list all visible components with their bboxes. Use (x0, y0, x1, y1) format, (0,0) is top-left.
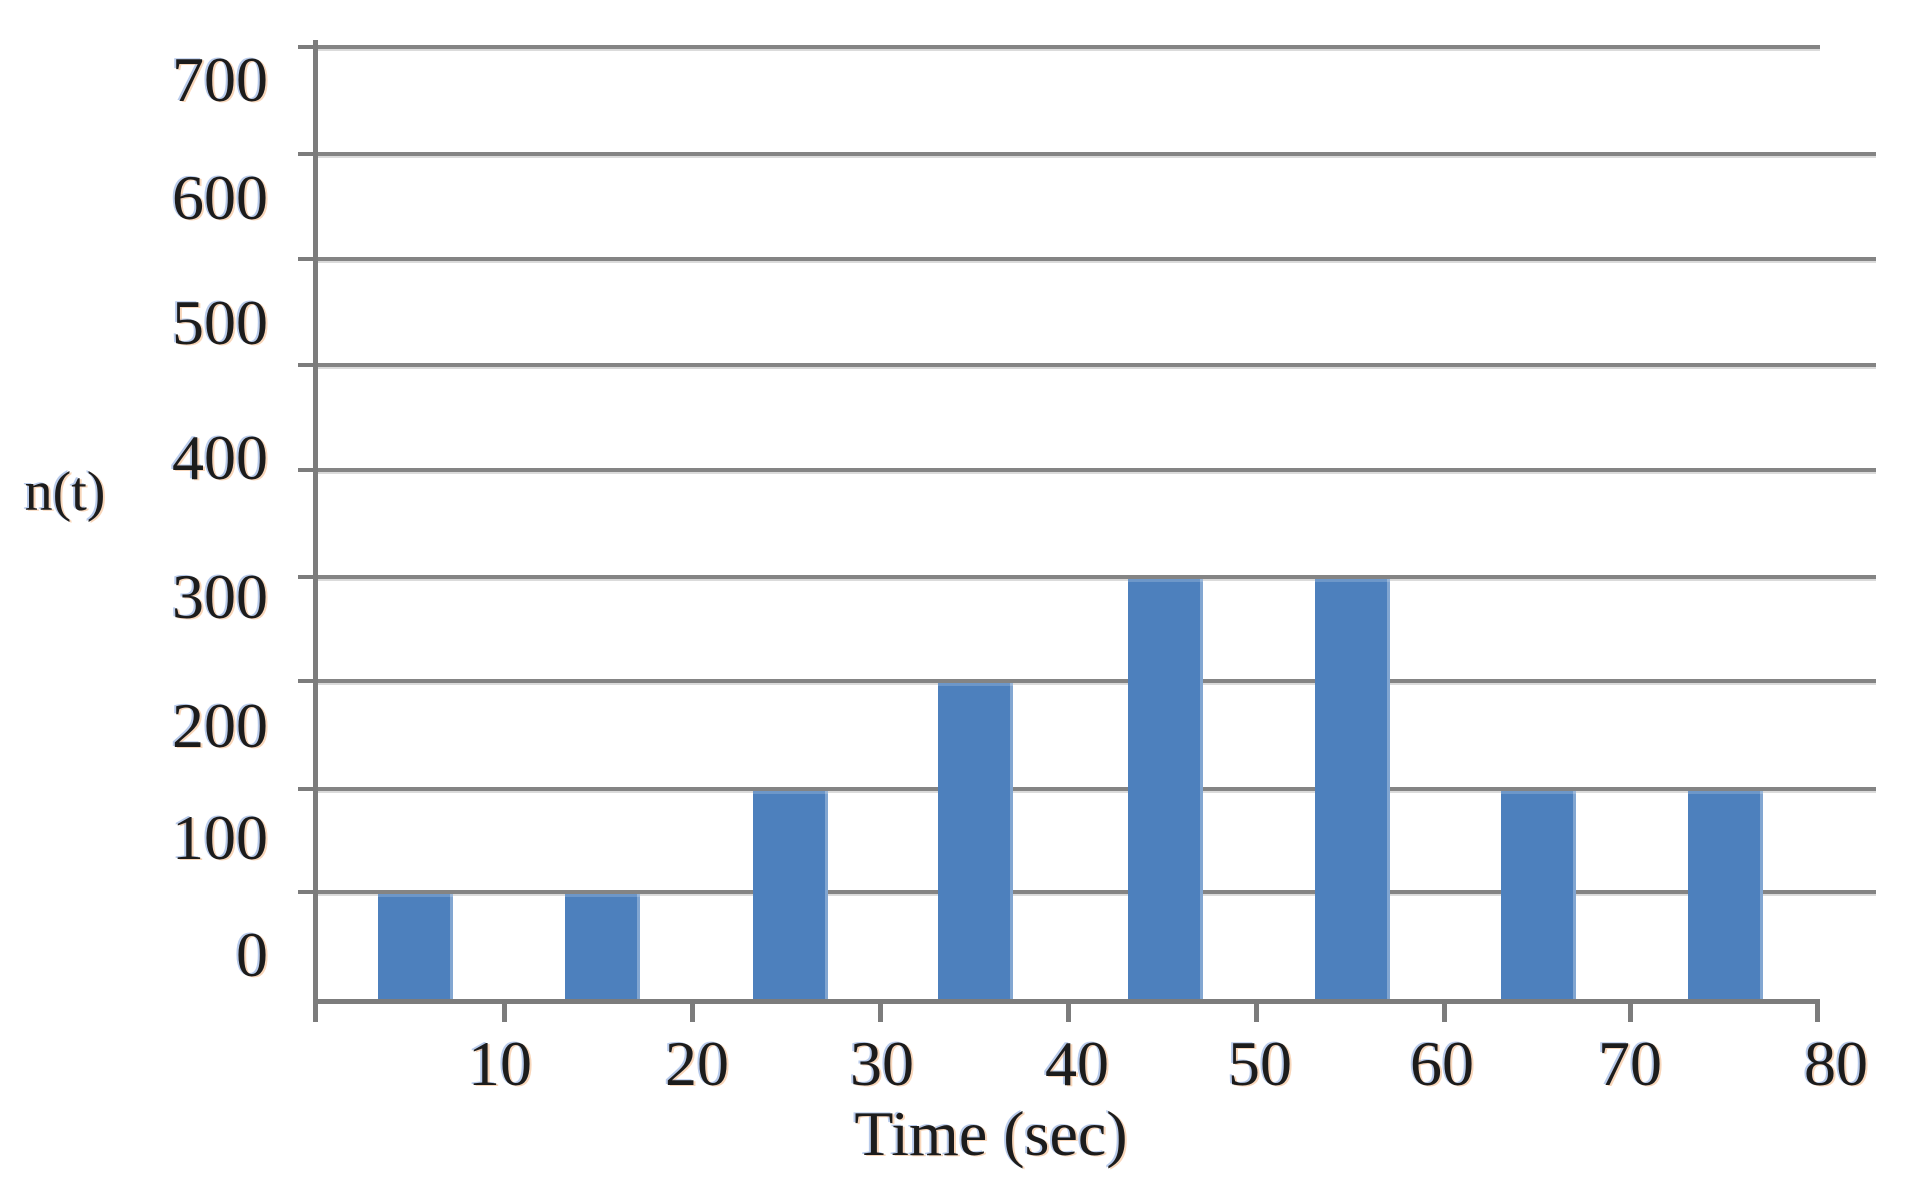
gridline (317, 890, 1876, 894)
gridline (317, 468, 1876, 472)
y-tick-label: 200 (172, 690, 268, 761)
gridline (317, 363, 1876, 367)
y-tick-label: 400 (172, 422, 268, 493)
y-axis-line (313, 40, 318, 1022)
bar (1500, 791, 1576, 999)
bar (937, 683, 1013, 999)
bar (1314, 579, 1390, 999)
gridline (317, 787, 1876, 791)
bar (564, 894, 640, 999)
y-tick (298, 152, 317, 156)
x-tick-label: 80 (1804, 1028, 1868, 1099)
y-tick-label: 500 (172, 287, 268, 358)
y-tick (298, 679, 317, 683)
x-tick-label: 70 (1598, 1028, 1662, 1099)
x-tick (1066, 999, 1071, 1022)
x-tick (1815, 999, 1820, 1022)
y-tick-label: 300 (172, 561, 268, 632)
bar (377, 894, 453, 999)
x-tick-label: 50 (1228, 1028, 1292, 1099)
y-tick-label: 700 (172, 44, 268, 115)
x-tick-label: 10 (468, 1028, 532, 1099)
y-tick-label: 0 (236, 919, 268, 990)
y-tick (298, 257, 317, 261)
x-tick (1254, 999, 1259, 1022)
x-tick (1442, 999, 1447, 1022)
x-tick (690, 999, 695, 1022)
bar (1127, 579, 1203, 999)
y-tick (298, 363, 317, 367)
y-tick (298, 575, 317, 579)
gridline (317, 679, 1876, 683)
y-tick (298, 45, 317, 49)
y-tick (298, 890, 317, 894)
gridline (317, 45, 1820, 49)
x-tick (502, 999, 507, 1022)
x-tick-label: 30 (850, 1028, 914, 1099)
gridline (317, 257, 1876, 261)
x-tick-label: 20 (665, 1028, 729, 1099)
y-tick-label: 600 (172, 162, 268, 233)
y-tick (298, 787, 317, 791)
gridline (317, 575, 1876, 579)
x-tick-label: 40 (1045, 1028, 1109, 1099)
x-tick-label: 60 (1410, 1028, 1474, 1099)
y-axis-title: n(t) (24, 461, 106, 523)
x-tick (878, 999, 883, 1022)
x-axis-title: Time (sec) (854, 1098, 1128, 1169)
bar (1687, 791, 1763, 999)
bar (752, 791, 828, 999)
y-tick-label: 100 (172, 802, 268, 873)
gridline (317, 152, 1876, 156)
x-tick (1628, 999, 1633, 1022)
y-tick (298, 468, 317, 472)
